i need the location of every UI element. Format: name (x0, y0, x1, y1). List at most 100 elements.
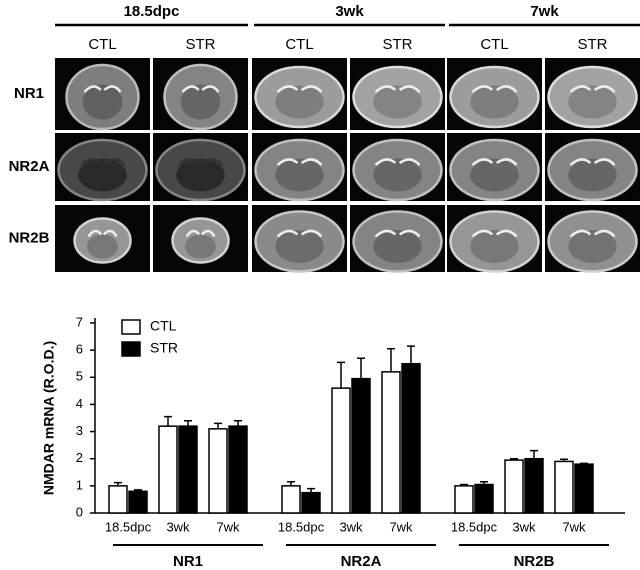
age-header: 18.5dpc (124, 3, 180, 20)
condition-label: CTL (88, 36, 116, 53)
legend-swatch (121, 319, 141, 335)
error-bar (387, 348, 395, 372)
age-header: 7wk (530, 3, 559, 20)
brain-core (176, 158, 225, 192)
error-bar (480, 481, 488, 485)
brain-core (180, 84, 221, 120)
hippocampus (569, 229, 616, 238)
condition-label: STR (578, 36, 608, 53)
y-tick-label: 0 (76, 504, 83, 519)
y-tick-label: 2 (76, 450, 83, 465)
error-bar (307, 487, 315, 493)
brain-image (55, 133, 150, 202)
brain-image (350, 58, 445, 130)
y-tick-label: 3 (76, 423, 83, 438)
brain-image (153, 58, 248, 131)
brain-image (153, 133, 248, 202)
error-bar (407, 345, 415, 364)
legend-swatch (121, 341, 141, 357)
brain-image (447, 133, 542, 202)
bar (351, 377, 371, 514)
brain-image (350, 205, 445, 273)
condition-label: CTL (285, 36, 313, 53)
brain-image (55, 58, 150, 131)
bar (208, 428, 228, 514)
brain-image (55, 205, 150, 272)
brain-core (275, 230, 324, 263)
error-bar (337, 361, 345, 389)
hippocampus (177, 158, 224, 166)
x-tick-label: 7wk (216, 519, 240, 534)
x-tick-label: 7wk (562, 519, 586, 534)
brain-core (568, 230, 617, 263)
hippocampus (471, 158, 518, 166)
hippocampus (471, 229, 518, 238)
bar (574, 463, 594, 514)
y-tick-label: 7 (76, 314, 83, 329)
hippocampus (276, 229, 323, 238)
brain-image (350, 133, 445, 202)
hippocampus (79, 158, 126, 166)
brain-image (252, 205, 347, 273)
brain-core (275, 85, 324, 119)
bar (474, 483, 494, 514)
brain-image (545, 58, 640, 130)
bar (454, 485, 474, 514)
brain-image (545, 133, 640, 202)
x-tick-label: 7wk (389, 519, 413, 534)
hippocampus (374, 229, 421, 238)
brain-core (568, 158, 617, 192)
group-label: NR1 (173, 553, 203, 570)
error-bar (114, 481, 122, 486)
brain-image (252, 133, 347, 202)
row-label: NR1 (14, 85, 44, 102)
y-tick-label: 5 (76, 369, 83, 384)
age-header: 3wk (335, 3, 364, 20)
error-bar (357, 357, 365, 379)
y-tick-label: 6 (76, 342, 83, 357)
condition-label: CTL (480, 36, 508, 53)
brain-core (78, 158, 127, 192)
brain-image (447, 205, 542, 273)
legend-label: CTL (150, 318, 177, 334)
hippocampus (87, 229, 118, 238)
bar (281, 485, 301, 514)
bar (381, 371, 401, 514)
condition-label: STR (186, 36, 216, 53)
brain-core (275, 158, 324, 192)
y-tick-label: 4 (76, 396, 83, 411)
row-label: NR2A (9, 158, 50, 175)
bar (504, 459, 524, 514)
legend-label: STR (150, 340, 178, 356)
x-tick-label: 3wk (512, 519, 536, 534)
brain-core (185, 234, 216, 259)
bar (524, 457, 544, 514)
bar (331, 387, 351, 514)
brain-image (447, 58, 542, 130)
brain-core (470, 158, 519, 192)
hippocampus (185, 229, 216, 238)
bar (128, 490, 148, 514)
error-bar (164, 415, 172, 427)
hippocampus (471, 85, 518, 93)
error-bar (234, 419, 242, 427)
error-bar (287, 481, 295, 486)
hippocampus (181, 85, 220, 93)
error-bar (214, 422, 222, 429)
hippocampus (374, 158, 421, 166)
row-label: NR2B (9, 229, 50, 246)
brain-core (470, 230, 519, 263)
hippocampus (569, 85, 616, 93)
brain-image (545, 205, 640, 273)
hippocampus (374, 85, 421, 93)
bar (401, 362, 421, 514)
hippocampus (83, 85, 122, 93)
brain-image (252, 58, 347, 130)
x-tick-label: 3wk (339, 519, 363, 534)
brain-image (153, 205, 248, 272)
group-label: NR2B (514, 553, 555, 570)
error-bar (530, 449, 538, 459)
brain-core (373, 85, 422, 119)
x-tick-label: 18.5dpc (451, 519, 498, 534)
brain-core (373, 230, 422, 263)
